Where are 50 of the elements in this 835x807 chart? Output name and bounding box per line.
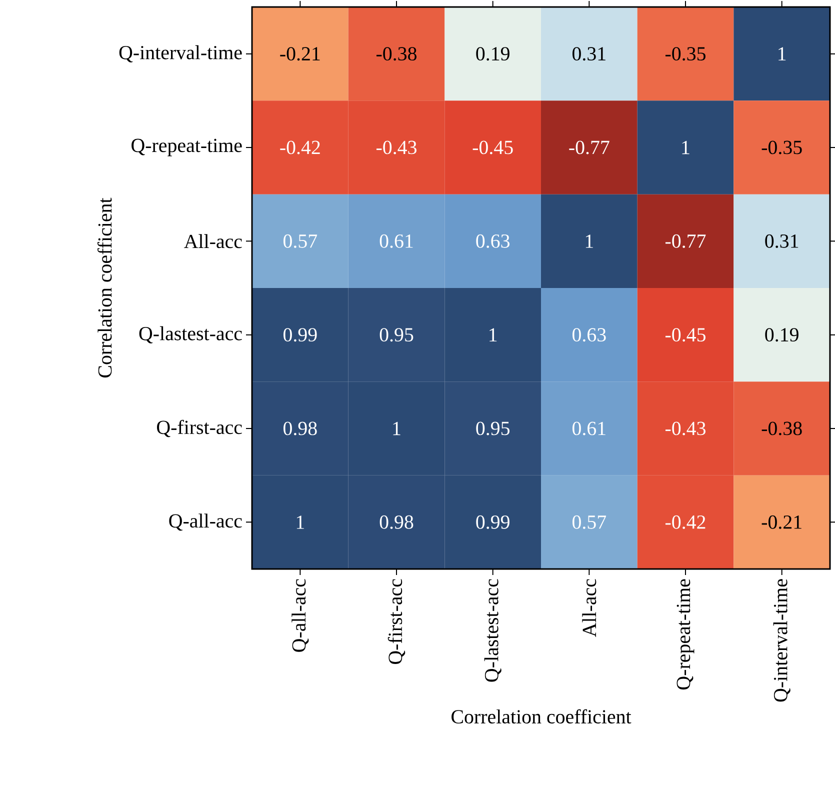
y-tick-label: Q-lastest-acc [139, 326, 242, 344]
y-tick-label: All-acc [184, 234, 242, 248]
data-label: 0.19 [765, 328, 798, 342]
data-label: 0.98 [380, 515, 414, 529]
data-label: -0.35 [762, 140, 802, 154]
x-tick-label: Q-all-acc [292, 579, 309, 652]
data-label: 1 [393, 422, 400, 436]
data-label: -0.42 [665, 515, 706, 529]
data-label: -0.21 [280, 47, 320, 61]
x-tick-label: All-acc [582, 579, 596, 637]
data-label: 0.95 [476, 422, 510, 436]
x-tick-label: Q-first-acc [388, 579, 406, 664]
data-label: 0.61 [380, 234, 413, 248]
data-label: -0.45 [665, 328, 706, 342]
data-label: 0.98 [284, 422, 317, 436]
data-label: 0.95 [380, 328, 414, 342]
data-label: -0.38 [376, 47, 416, 61]
data-label: 1 [296, 516, 304, 529]
data-label: -0.45 [472, 140, 513, 154]
data-label: 0.31 [765, 234, 798, 248]
data-label: 0.99 [476, 515, 510, 529]
x-tick-label: Q-lastest-acc [484, 579, 502, 682]
y-tick-label: Q-repeat-time [132, 138, 242, 156]
y-axis-title: Correlation coefficient [97, 198, 112, 378]
data-label: 0.63 [572, 328, 606, 342]
x-tick-label: Q-interval-time [773, 579, 790, 702]
data-label: -0.43 [665, 422, 706, 436]
data-label: 0.31 [572, 47, 606, 61]
data-label: -0.77 [665, 234, 706, 248]
data-label: -0.42 [280, 140, 320, 154]
data-label: 0.19 [476, 47, 510, 61]
data-label: -0.35 [665, 47, 706, 61]
data-label: -0.21 [762, 515, 802, 529]
data-label: 0.57 [572, 515, 606, 529]
data-label: 0.61 [572, 422, 606, 436]
y-tick-label: Q-interval-time [119, 45, 242, 62]
y-tick-label: Q-all-acc [169, 514, 242, 531]
x-tick-label: Q-repeat-time [676, 579, 694, 690]
data-label: -0.77 [569, 140, 610, 154]
data-label: -0.38 [762, 422, 802, 436]
data-label: -0.43 [376, 140, 416, 154]
data-label: 1 [778, 47, 786, 60]
x-axis-title: Correlation coefficient [452, 709, 632, 724]
y-tick-label: Q-first-acc [157, 420, 242, 438]
data-label: 0.63 [476, 234, 510, 248]
data-label: 1 [586, 234, 593, 248]
data-label: 1 [490, 328, 497, 342]
data-label: 1 [682, 140, 690, 154]
data-label: 0.57 [284, 234, 318, 248]
data-label: 0.99 [284, 328, 317, 342]
